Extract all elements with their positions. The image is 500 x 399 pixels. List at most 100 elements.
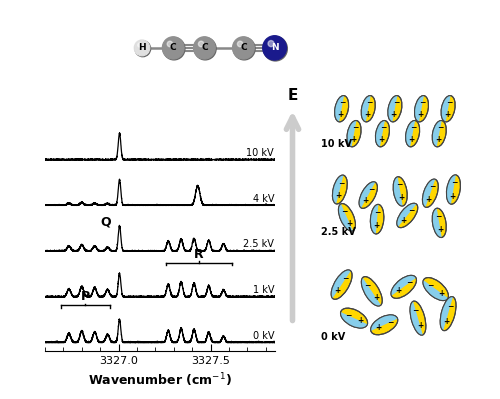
Circle shape <box>135 41 150 57</box>
Circle shape <box>198 41 204 47</box>
Circle shape <box>262 36 286 60</box>
Text: +: + <box>350 135 356 144</box>
Text: +: + <box>362 196 368 205</box>
Text: R: R <box>194 247 204 261</box>
Circle shape <box>194 37 216 59</box>
PathPatch shape <box>338 204 353 231</box>
Text: +: + <box>395 286 402 295</box>
Text: +: + <box>346 219 353 228</box>
Text: 10 kV: 10 kV <box>321 140 352 150</box>
Ellipse shape <box>361 96 376 122</box>
Text: −: − <box>427 280 434 290</box>
Text: −: − <box>406 279 412 287</box>
Text: −: − <box>341 207 347 216</box>
Ellipse shape <box>334 96 348 122</box>
Text: C: C <box>201 43 207 52</box>
PathPatch shape <box>340 312 367 328</box>
Text: +: + <box>390 110 397 119</box>
PathPatch shape <box>410 301 423 335</box>
Circle shape <box>138 43 141 47</box>
Text: 1 kV: 1 kV <box>252 285 274 295</box>
PathPatch shape <box>376 120 385 147</box>
PathPatch shape <box>432 208 442 237</box>
Text: 0 kV: 0 kV <box>321 332 345 342</box>
Circle shape <box>238 41 243 47</box>
Text: +: + <box>335 192 342 200</box>
Ellipse shape <box>338 203 355 231</box>
PathPatch shape <box>432 120 442 147</box>
Text: C: C <box>240 43 246 52</box>
Text: +: + <box>398 194 404 202</box>
PathPatch shape <box>441 96 450 122</box>
Text: 2.5 kV: 2.5 kV <box>243 239 274 249</box>
PathPatch shape <box>388 96 398 122</box>
Circle shape <box>162 37 184 59</box>
Text: −: − <box>342 274 349 283</box>
PathPatch shape <box>334 96 344 122</box>
Ellipse shape <box>406 120 419 147</box>
Text: −: − <box>352 123 358 132</box>
Ellipse shape <box>414 96 428 122</box>
Ellipse shape <box>410 301 426 335</box>
Text: −: − <box>430 182 436 192</box>
Text: −: − <box>452 178 458 188</box>
Circle shape <box>134 40 150 56</box>
Text: −: − <box>393 98 399 107</box>
Text: +: + <box>373 293 379 302</box>
Ellipse shape <box>432 120 446 147</box>
PathPatch shape <box>332 175 344 204</box>
Ellipse shape <box>376 120 390 147</box>
Text: +: + <box>443 317 449 326</box>
Ellipse shape <box>388 96 402 122</box>
Ellipse shape <box>440 296 456 331</box>
Text: +: + <box>375 323 382 332</box>
PathPatch shape <box>359 182 376 208</box>
Circle shape <box>163 38 185 60</box>
Ellipse shape <box>423 278 448 300</box>
Text: 4 kV: 4 kV <box>252 194 274 204</box>
Circle shape <box>232 37 254 59</box>
Ellipse shape <box>332 175 347 204</box>
Text: +: + <box>338 110 344 119</box>
PathPatch shape <box>391 275 416 296</box>
Ellipse shape <box>432 208 446 237</box>
Text: +: + <box>400 216 406 225</box>
Text: −: − <box>368 185 374 194</box>
PathPatch shape <box>397 203 416 227</box>
Text: −: − <box>345 311 351 320</box>
Text: −: − <box>446 98 452 107</box>
Text: +: + <box>417 321 424 330</box>
Text: +: + <box>374 221 380 230</box>
Text: −: − <box>412 306 419 315</box>
Text: +: + <box>408 135 414 144</box>
Ellipse shape <box>446 175 460 204</box>
Ellipse shape <box>397 203 418 228</box>
Circle shape <box>264 36 287 61</box>
Text: +: + <box>418 110 424 119</box>
Text: P: P <box>81 290 90 303</box>
Text: +: + <box>438 288 444 298</box>
Ellipse shape <box>370 315 398 335</box>
FancyBboxPatch shape <box>312 161 495 244</box>
Text: −: − <box>338 179 344 188</box>
PathPatch shape <box>406 120 415 147</box>
Text: −: − <box>396 180 402 189</box>
Text: 0 kV: 0 kV <box>252 331 274 341</box>
Ellipse shape <box>331 270 352 299</box>
Text: −: − <box>340 98 346 107</box>
PathPatch shape <box>362 278 381 306</box>
Circle shape <box>167 41 172 47</box>
Ellipse shape <box>362 277 382 306</box>
Text: +: + <box>357 316 363 325</box>
Text: +: + <box>444 110 450 119</box>
Text: −: − <box>410 123 417 132</box>
PathPatch shape <box>347 120 356 147</box>
PathPatch shape <box>423 280 448 300</box>
PathPatch shape <box>370 315 398 331</box>
Text: −: − <box>364 280 371 290</box>
Circle shape <box>234 38 255 60</box>
Ellipse shape <box>393 177 407 206</box>
Text: −: − <box>374 208 381 217</box>
Text: +: + <box>334 286 340 295</box>
Text: −: − <box>408 206 414 215</box>
